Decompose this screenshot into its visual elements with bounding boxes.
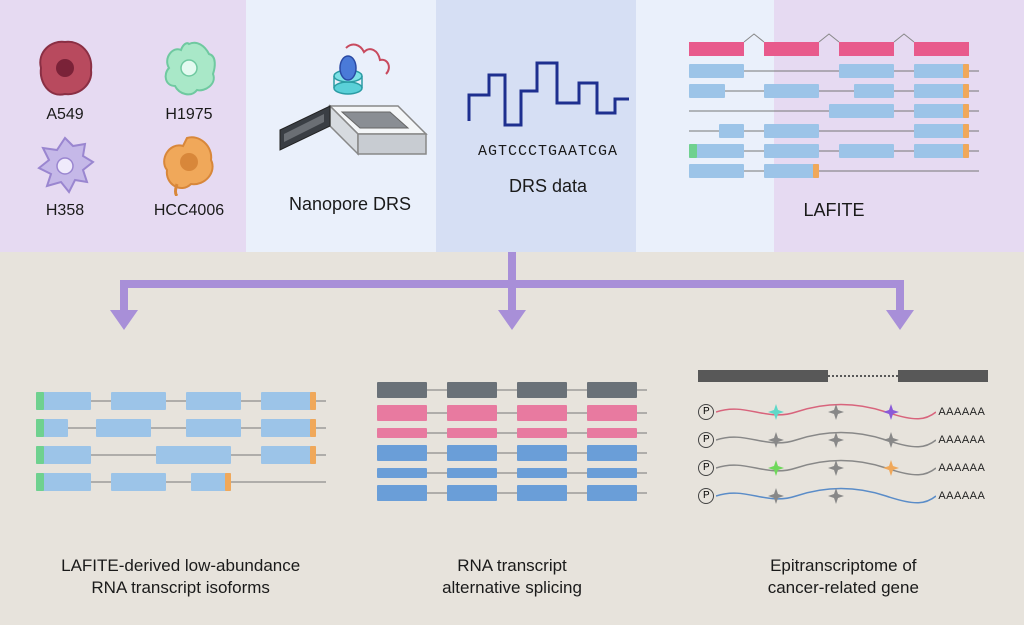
- isoforms-caption: LAFITE-derived low-abundanceRNA transcri…: [61, 555, 300, 599]
- splicing-panel: RNA transcriptalternative splicing: [359, 344, 664, 599]
- drs-signal-icon: [463, 55, 633, 135]
- isoforms-panel: LAFITE-derived low-abundanceRNA transcri…: [28, 344, 333, 599]
- cell-a549-label: A549: [46, 106, 83, 124]
- cell-h358: H358: [10, 132, 120, 220]
- splicing-caption: RNA transcriptalternative splicing: [442, 555, 582, 599]
- cell-h358-icon: [33, 132, 97, 196]
- drs-label: DRS data: [509, 176, 587, 197]
- cell-hcc4006-icon: [157, 132, 221, 196]
- epitranscriptome-panel: PAAAAAAPAAAAAAPAAAAAAPAAAAAA Epitranscri…: [691, 344, 996, 599]
- workflow-top-row: A549 H1975: [0, 0, 1024, 252]
- epitranscriptome-graphic: PAAAAAAPAAAAAAPAAAAAAPAAAAAA: [698, 370, 988, 512]
- drs-sequence: AGTCCCTGAATCGA: [478, 143, 618, 160]
- splicing-graphic: [377, 375, 647, 508]
- nanopore-device-icon: [270, 38, 430, 178]
- lafite-panel: LAFITE: [658, 0, 1010, 252]
- cell-hcc4006-label: HCC4006: [154, 202, 224, 220]
- cell-lines-panel: A549 H1975: [0, 0, 252, 252]
- epitranscriptome-caption: Epitranscriptome ofcancer-related gene: [768, 555, 919, 599]
- cell-h358-label: H358: [46, 202, 84, 220]
- branch-arrow: [120, 252, 904, 338]
- lafite-label: LAFITE: [803, 200, 864, 221]
- cell-a549: A549: [10, 36, 120, 124]
- cell-a549-icon: [33, 36, 97, 100]
- nanopore-label: Nanopore DRS: [289, 194, 411, 215]
- isoforms-graphic: [36, 383, 326, 500]
- cell-h1975: H1975: [134, 36, 244, 124]
- cell-hcc4006: HCC4006: [134, 132, 244, 220]
- drs-panel: AGTCCCTGAATCGA DRS data: [448, 0, 648, 252]
- analysis-bottom-row: LAFITE-derived low-abundanceRNA transcri…: [0, 252, 1024, 625]
- cell-h1975-label: H1975: [165, 106, 212, 124]
- lafite-tracks: [689, 32, 979, 184]
- nanopore-panel: Nanopore DRS: [252, 0, 448, 252]
- cell-h1975-icon: [157, 36, 221, 100]
